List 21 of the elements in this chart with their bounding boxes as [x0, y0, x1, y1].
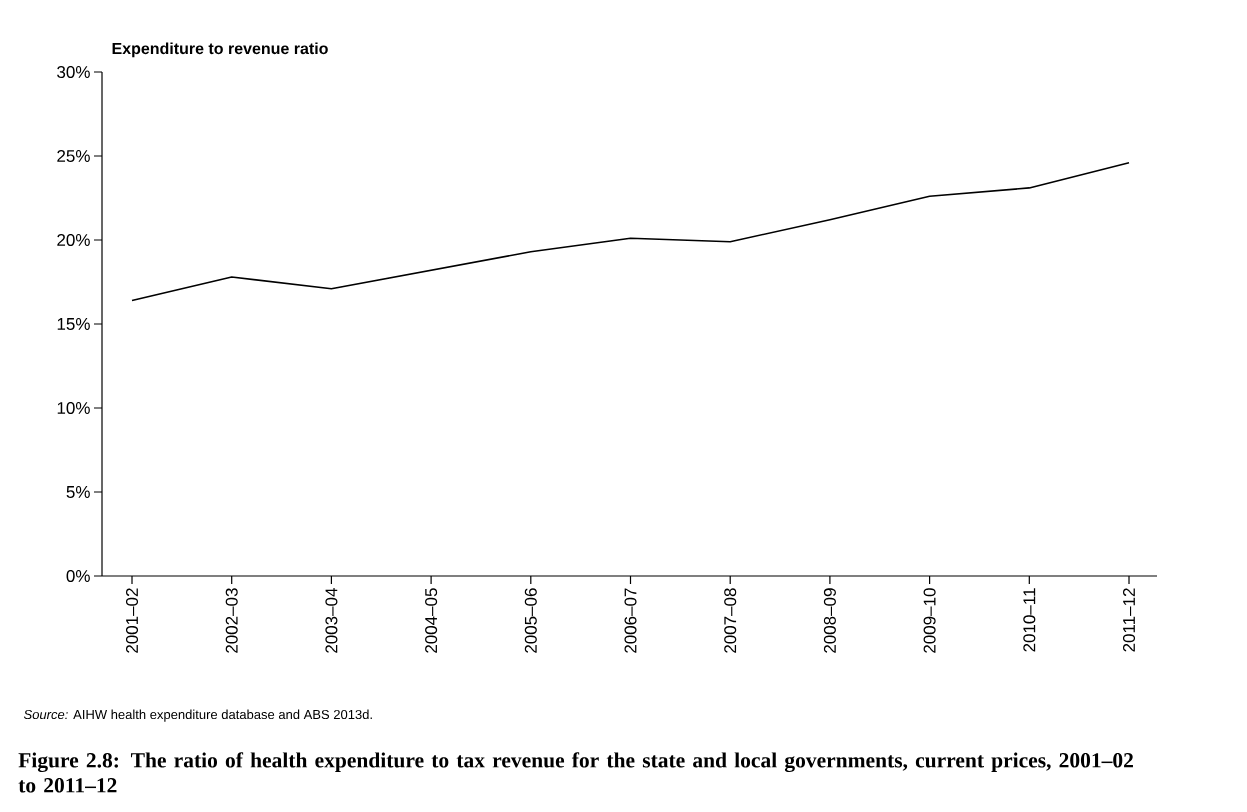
y-tick-label: 10%: [57, 401, 90, 415]
x-tick-label: 2004–05: [425, 588, 438, 653]
y-tick-label: 20%: [57, 233, 90, 247]
x-tick-label: 2005–06: [524, 588, 537, 653]
y-tick-label: 0%: [66, 569, 90, 583]
x-tick-label: 2003–04: [325, 588, 338, 653]
y-tick-label: 25%: [57, 149, 90, 163]
y-tick-label: 5%: [66, 486, 90, 498]
y-tick-label: 15%: [57, 318, 90, 330]
text: Figure 2.8: The ratio of health expenditure to tax revenue for the state and local governments, current prices, 2001–02 to 2011–12: [18, 752, 1133, 793]
y-axis-title: Expenditure to revenue ratio: [112, 42, 328, 58]
x-tick-label: 2011–12: [1122, 588, 1136, 652]
x-tick-label: 2007–08: [724, 588, 737, 653]
x-tick-label: 2008–09: [823, 588, 836, 653]
text: Source: AIHW health expenditure database and ABS 2013d.: [23, 709, 372, 722]
x-tick-label: 2001–02: [125, 588, 139, 653]
x-tick-label: 2002–03: [225, 588, 238, 653]
y-tick-label: 30%: [57, 65, 90, 79]
x-tick-label: 2009–10: [923, 588, 936, 653]
x-tick-label: 2010–11: [1023, 588, 1036, 652]
x-tick-label: 2006–07: [624, 588, 637, 653]
